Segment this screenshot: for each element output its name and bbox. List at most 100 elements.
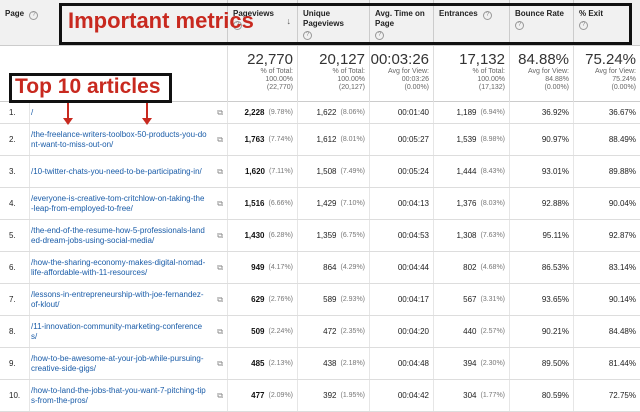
totals-exit: 75.24% Avg for View: 75.24% (0.00%) [574, 46, 640, 102]
avg-time-cell: 00:05:27 [370, 124, 434, 155]
page-link[interactable]: /11-innovation-community-marketing-confe… [31, 321, 203, 341]
help-icon[interactable]: ? [515, 21, 524, 30]
table-row[interactable]: 5. /the-end-of-the-resume-how-5-professi… [0, 220, 640, 252]
total-caption: 100.00% [477, 76, 505, 83]
column-header-label: Pageviews [233, 9, 274, 18]
exit-cell: 89.88% [608, 167, 636, 176]
open-external-icon[interactable]: ⧉ [217, 262, 223, 272]
total-caption: % of Total: [332, 68, 365, 75]
exit-cell: 90.04% [608, 199, 636, 208]
sort-descending-icon[interactable]: ↓ [286, 16, 292, 26]
entrances-cell: 1,189 (6.94%) [434, 102, 510, 123]
help-icon[interactable]: ? [303, 31, 312, 40]
total-value: 20,127 [319, 51, 365, 68]
total-value: 84.88% [518, 51, 569, 68]
page-cell: /lessons-in-entrepreneurship-with-joe-fe… [30, 284, 228, 315]
entrances-cell: 1,376 (8.03%) [434, 188, 510, 219]
avg-time-cell: 00:04:17 [370, 284, 434, 315]
table-row[interactable]: 9. /how-to-be-awesome-at-your-job-while-… [0, 348, 640, 380]
totals-avg-time: 00:03:26 Avg for View: 00:03:26 (0.00%) [370, 46, 434, 102]
entrances-cell: 567 (3.31%) [434, 284, 510, 315]
row-number: 6. [0, 252, 30, 283]
table-row[interactable]: 4. /everyone-is-creative-tom-critchlow-o… [0, 188, 640, 220]
pageviews-cell: 1,516 (6.66%) [228, 188, 298, 219]
totals-unique-pageviews: 20,127 % of Total: 100.00% (20,127) [298, 46, 370, 102]
row-number: 8. [0, 316, 30, 347]
column-header-bounce-rate[interactable]: Bounce Rate ? [510, 0, 574, 46]
entrances-cell: 802 (4.68%) [434, 252, 510, 283]
help-icon[interactable]: ? [579, 21, 588, 30]
bounce-rate-cell: 90.21% [510, 316, 574, 347]
column-header-unique-pageviews[interactable]: Unique Pageviews ? [298, 0, 370, 46]
entrances-cell: 304 (1.77%) [434, 380, 510, 411]
help-icon[interactable]: ? [233, 21, 242, 30]
table-row[interactable]: 2. /the-freelance-writers-toolbox-50-pro… [0, 124, 640, 156]
column-header-label: Avg. Time on Page [375, 9, 425, 28]
avg-time-cell: 00:04:53 [370, 220, 434, 251]
open-external-icon[interactable]: ⧉ [217, 166, 223, 176]
pageviews-cell: 629 (2.76%) [228, 284, 298, 315]
page-link[interactable]: /the-end-of-the-resume-how-5-professiona… [31, 225, 205, 245]
row-number: 5. [0, 220, 30, 251]
entrances-cell: 1,539 (8.98%) [434, 124, 510, 155]
page-link[interactable]: /lessons-in-entrepreneurship-with-joe-fe… [31, 289, 204, 309]
open-external-icon[interactable]: ⧉ [217, 134, 223, 144]
total-caption: % of Total: [472, 68, 505, 75]
exit-cell: 88.49% [608, 135, 636, 144]
page-link[interactable]: /everyone-is-creative-tom-critchlow-on-t… [31, 193, 205, 213]
pageviews-cell: 1,620 (7.11%) [228, 156, 298, 187]
column-header-label: Unique Pageviews [303, 9, 344, 28]
page-link[interactable]: /how-to-be-awesome-at-your-job-while-pur… [31, 353, 204, 373]
table-row[interactable]: 10. /how-to-land-the-jobs-that-you-want-… [0, 380, 640, 412]
help-icon[interactable]: ? [482, 11, 492, 20]
avg-time-cell: 00:05:24 [370, 156, 434, 187]
pageviews-cell: 477 (2.09%) [228, 380, 298, 411]
table-row[interactable]: 1. / ⧉ 2,228 (9.78%) 1,622 (8.06%) 00:01:4… [0, 102, 640, 124]
table-row[interactable]: 8. /11-innovation-community-marketing-co… [0, 316, 640, 348]
page-link[interactable]: /how-to-land-the-jobs-that-you-want-7-pi… [31, 385, 206, 405]
unique-pageviews-cell: 1,429 (7.10%) [298, 188, 370, 219]
row-number: 4. [0, 188, 30, 219]
column-header-page[interactable]: Page ? [0, 0, 228, 46]
open-external-icon[interactable]: ⧉ [217, 230, 223, 240]
page-link[interactable]: /10-twitter-chats-you-need-to-be-partici… [31, 166, 202, 176]
column-header-pageviews[interactable]: Pageviews ? ↓ [228, 0, 298, 46]
column-header-exit[interactable]: % Exit ? [574, 0, 640, 46]
open-external-icon[interactable]: ⧉ [217, 358, 223, 368]
avg-time-cell: 00:04:44 [370, 252, 434, 283]
page-cell: /how-the-sharing-economy-makes-digital-n… [30, 252, 228, 283]
open-external-icon[interactable]: ⧉ [217, 294, 223, 304]
page-link[interactable]: /how-the-sharing-economy-makes-digital-n… [31, 257, 206, 277]
bounce-rate-cell: 89.50% [510, 348, 574, 379]
page-cell: / ⧉ [30, 102, 228, 123]
help-icon[interactable]: ? [375, 31, 384, 40]
open-external-icon[interactable]: ⧉ [217, 326, 223, 336]
total-caption: 84.88% [545, 76, 569, 83]
page-link[interactable]: / [31, 107, 34, 117]
totals-page-cell [0, 46, 228, 102]
bounce-rate-cell: 92.88% [510, 188, 574, 219]
row-number: 2. [0, 124, 30, 155]
avg-time-cell: 00:01:40 [370, 102, 434, 123]
open-external-icon[interactable]: ⧉ [217, 198, 223, 208]
exit-cell: 81.44% [608, 359, 636, 368]
total-value: 75.24% [585, 51, 636, 68]
row-number: 10. [0, 380, 30, 411]
exit-cell: 83.14% [608, 263, 636, 272]
page-cell: /how-to-be-awesome-at-your-job-while-pur… [30, 348, 228, 379]
column-header-avg-time[interactable]: Avg. Time on Page ? [370, 0, 434, 46]
table-row[interactable]: 3. /10-twitter-chats-you-need-to-be-part… [0, 156, 640, 188]
column-header-entrances[interactable]: Entrances ? [434, 0, 510, 46]
page-link[interactable]: /the-freelance-writers-toolbox-50-produc… [31, 129, 207, 149]
total-caption: 100.00% [265, 76, 293, 83]
total-caption: Avg for View: [388, 68, 429, 75]
table-row[interactable]: 6. /how-the-sharing-economy-makes-digita… [0, 252, 640, 284]
important-metrics-annotation: Important metrics [68, 8, 254, 33]
total-caption: (0.00%) [544, 84, 569, 91]
total-caption: Avg for View: [595, 68, 636, 75]
table-row[interactable]: 7. /lessons-in-entrepreneurship-with-joe… [0, 284, 640, 316]
help-icon[interactable]: ? [29, 11, 39, 20]
row-number: 9. [0, 348, 30, 379]
open-external-icon[interactable]: ⧉ [217, 107, 223, 117]
open-external-icon[interactable]: ⧉ [217, 390, 223, 400]
